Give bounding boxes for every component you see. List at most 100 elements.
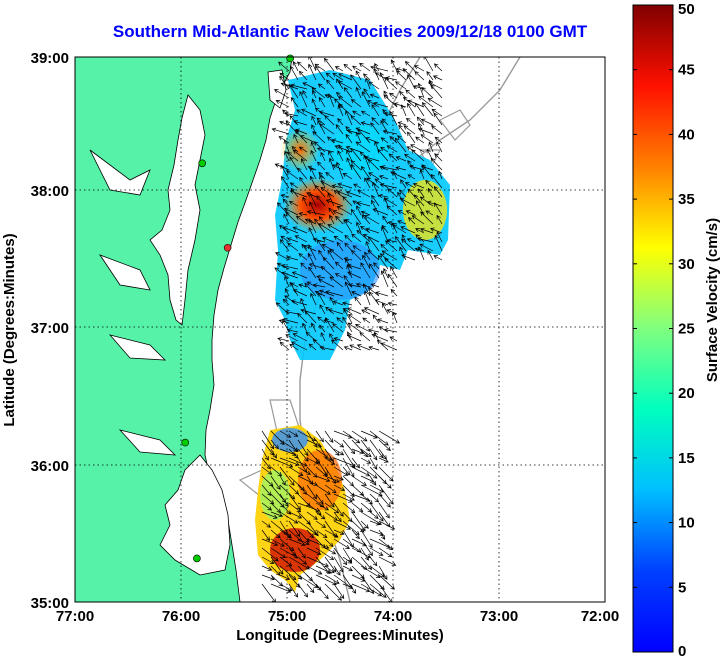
colorbar-tick-label: 25 (678, 321, 695, 338)
velocity-arrow (297, 475, 318, 486)
velocity-arrow (392, 311, 398, 324)
velocity-arrow (371, 199, 380, 216)
velocity-arrow (270, 547, 287, 559)
velocity-arrow (312, 131, 326, 144)
radar-station-marker (198, 159, 206, 168)
velocity-arrow (363, 154, 371, 171)
grid-lines (75, 57, 605, 602)
velocity-arrow (329, 248, 344, 261)
velocity-arrow (375, 291, 389, 297)
velocity-arrow (298, 70, 308, 81)
velocity-arrow (420, 134, 434, 144)
velocity-arrow (279, 547, 299, 559)
velocity-arrow (261, 502, 273, 511)
velocity-arrow (290, 97, 299, 108)
velocity-arrow (270, 565, 281, 576)
velocity-arrow (342, 301, 353, 306)
velocity-arrow (286, 328, 299, 333)
velocity-arrow (282, 317, 299, 324)
velocity-arrow (325, 317, 335, 333)
velocity-arrow (434, 202, 443, 216)
velocity-arrow (288, 439, 298, 453)
velocity-arrow (384, 257, 398, 270)
velocity-arrow (261, 574, 275, 581)
velocity-arrow (292, 149, 308, 162)
velocity-arrow (333, 583, 345, 600)
delaware-bay (267, 69, 287, 109)
velocity-arrow (261, 520, 272, 528)
velocity-arrow (333, 466, 349, 476)
velocity-arrow (360, 484, 383, 497)
velocity-arrow (279, 583, 293, 591)
velocity-arrow (387, 273, 398, 288)
velocity-arrow (278, 61, 290, 72)
velocity-arrow (284, 310, 299, 315)
velocity-arrow (347, 331, 353, 342)
velocity-arrow (378, 193, 389, 199)
colorbar-tick-label: 40 (678, 126, 695, 143)
y-tick-label: 38:00 (31, 183, 69, 200)
velocity-arrow (324, 493, 335, 508)
velocity-arrow (342, 538, 362, 553)
velocity-arrow (310, 149, 317, 162)
y-axis-label: Latitude (Degrees:Minutes) (1, 233, 18, 426)
velocity-arrow (364, 251, 371, 261)
velocity-arrow (351, 502, 364, 513)
velocity-arrow (419, 169, 425, 180)
velocity-arrow (336, 241, 344, 252)
velocity-arrow (306, 583, 315, 594)
velocity-arrow (302, 196, 308, 207)
velocity-arrow (351, 466, 371, 477)
velocity-arrow (289, 182, 299, 189)
velocity-arrow (369, 511, 379, 519)
velocity-arrow (401, 234, 407, 243)
velocity-arrow (359, 62, 371, 72)
velocity-arrow (415, 234, 425, 243)
velocity-arrow (430, 84, 443, 99)
y-tick-label: 35:00 (31, 595, 69, 612)
velocity-arrow (331, 184, 344, 189)
velocity-arrow (360, 520, 369, 529)
colorbar-tick-label: 10 (678, 515, 695, 532)
velocity-arrow (286, 255, 299, 261)
velocity-arrow (333, 235, 344, 243)
velocity-arrow (347, 314, 362, 324)
velocity-arrow (297, 439, 309, 457)
velocity-arrow (289, 156, 299, 171)
velocity-arrow (291, 341, 308, 351)
velocity-arrow (332, 323, 344, 333)
velocity-arrow (386, 145, 398, 153)
velocity-arrow (373, 262, 380, 270)
velocity-arrow (333, 98, 344, 108)
velocity-arrow (288, 200, 299, 207)
velocity-arrow (279, 430, 292, 438)
velocity-arrow (378, 439, 391, 451)
velocity-arrow (302, 322, 308, 333)
velocity-arrow (304, 310, 317, 324)
velocity-arrow (371, 117, 380, 126)
y-tick-label: 37:00 (31, 320, 69, 337)
velocity-arrow (317, 83, 326, 90)
velocity-arrow (297, 484, 308, 495)
velocity-arrow (383, 328, 398, 333)
velocity-arrow (288, 583, 299, 598)
velocity-arrow (332, 164, 344, 171)
velocity-arrow (334, 273, 344, 279)
velocity-arrow (390, 288, 398, 297)
velocity-arrow (433, 255, 443, 261)
velocity-arrow (324, 511, 338, 521)
velocity-arrow (393, 102, 407, 108)
velocity-arrow (415, 136, 425, 144)
velocity-arrow (362, 73, 371, 81)
velocity-arrow (289, 343, 299, 351)
velocity-arrow (344, 258, 353, 270)
velocity-arrow (411, 149, 425, 162)
colorbar-tick-label: 5 (678, 579, 686, 596)
velocity-arrow (397, 121, 407, 126)
velocity-arrow (289, 65, 299, 81)
velocity-arrow (378, 430, 401, 444)
velocity-arrow (362, 283, 371, 297)
velocity-arrow (401, 254, 416, 261)
velocity-arrow (288, 520, 301, 538)
velocity-arrow (427, 250, 434, 261)
